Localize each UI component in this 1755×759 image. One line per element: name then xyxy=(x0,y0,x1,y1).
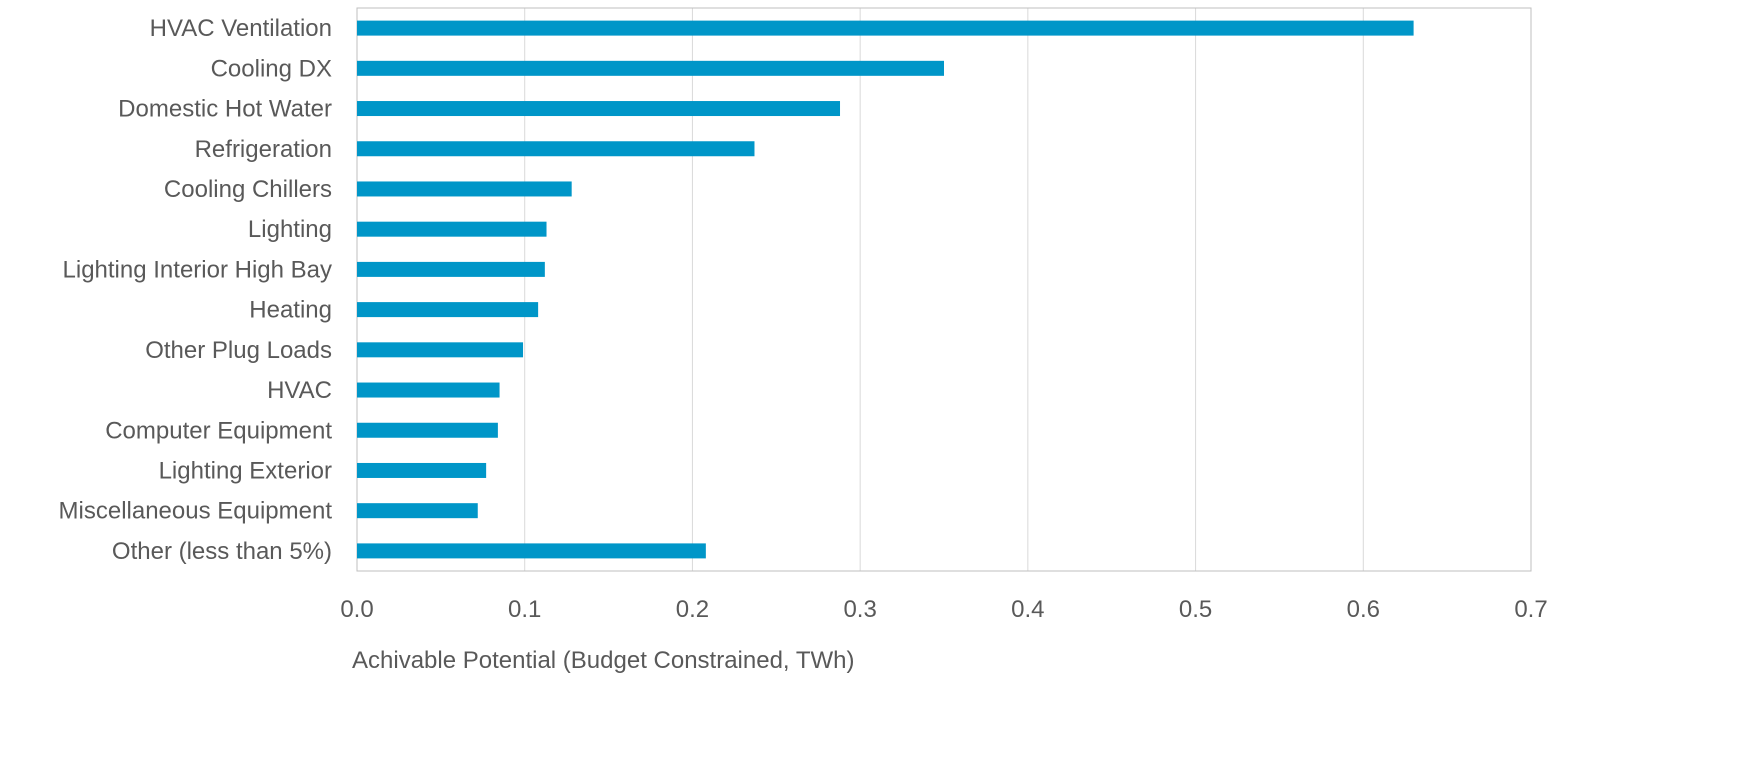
x-tick-label: 0.1 xyxy=(508,596,541,623)
bar xyxy=(357,60,944,76)
bars xyxy=(357,20,1414,559)
bar xyxy=(357,302,539,318)
category-label: Cooling Chillers xyxy=(164,176,332,203)
bar xyxy=(357,422,498,438)
gridlines xyxy=(524,8,1364,571)
plot-area-frame xyxy=(356,7,1532,572)
category-label: Domestic Hot Water xyxy=(118,96,332,123)
category-label: HVAC Ventilation xyxy=(150,15,332,42)
category-label: Miscellaneous Equipment xyxy=(59,498,333,525)
category-label: HVAC xyxy=(267,377,332,404)
category-label: Lighting xyxy=(248,216,332,243)
x-tick-label: 0.4 xyxy=(1011,596,1044,623)
category-label: Lighting Interior High Bay xyxy=(63,256,332,283)
bar xyxy=(357,261,545,277)
bar xyxy=(357,462,487,478)
bar xyxy=(357,543,706,559)
x-tick-label: 0.3 xyxy=(843,596,876,623)
category-label: Lighting Exterior xyxy=(159,457,332,484)
category-label: Refrigeration xyxy=(195,136,332,163)
bar xyxy=(357,20,1414,36)
bar xyxy=(357,382,500,398)
x-tick-labels: 0.0 0.1 0.2 0.3 0.4 0.5 0.6 0.7 xyxy=(340,596,1547,623)
bar xyxy=(357,101,841,117)
category-label: Cooling DX xyxy=(211,55,332,82)
x-tick-label: 0.7 xyxy=(1514,596,1547,623)
x-axis-title: Achivable Potential (Budget Constrained,… xyxy=(352,647,855,674)
category-label: Other Plug Loads xyxy=(145,337,332,364)
bar xyxy=(357,141,755,157)
bar xyxy=(357,503,478,519)
bar xyxy=(357,181,572,197)
x-tick-label: 0.2 xyxy=(676,596,709,623)
category-label: Heating xyxy=(249,297,332,324)
bar xyxy=(357,342,524,358)
category-label: Other (less than 5%) xyxy=(112,538,332,565)
category-labels: HVAC Ventilation Cooling DX Domestic Hot W… xyxy=(59,15,333,565)
x-tick-label: 0.5 xyxy=(1179,596,1212,623)
bar xyxy=(357,221,547,237)
x-tick-label: 0.6 xyxy=(1347,596,1380,623)
category-label: Computer Equipment xyxy=(105,417,332,444)
x-tick-label: 0.0 xyxy=(340,596,373,623)
